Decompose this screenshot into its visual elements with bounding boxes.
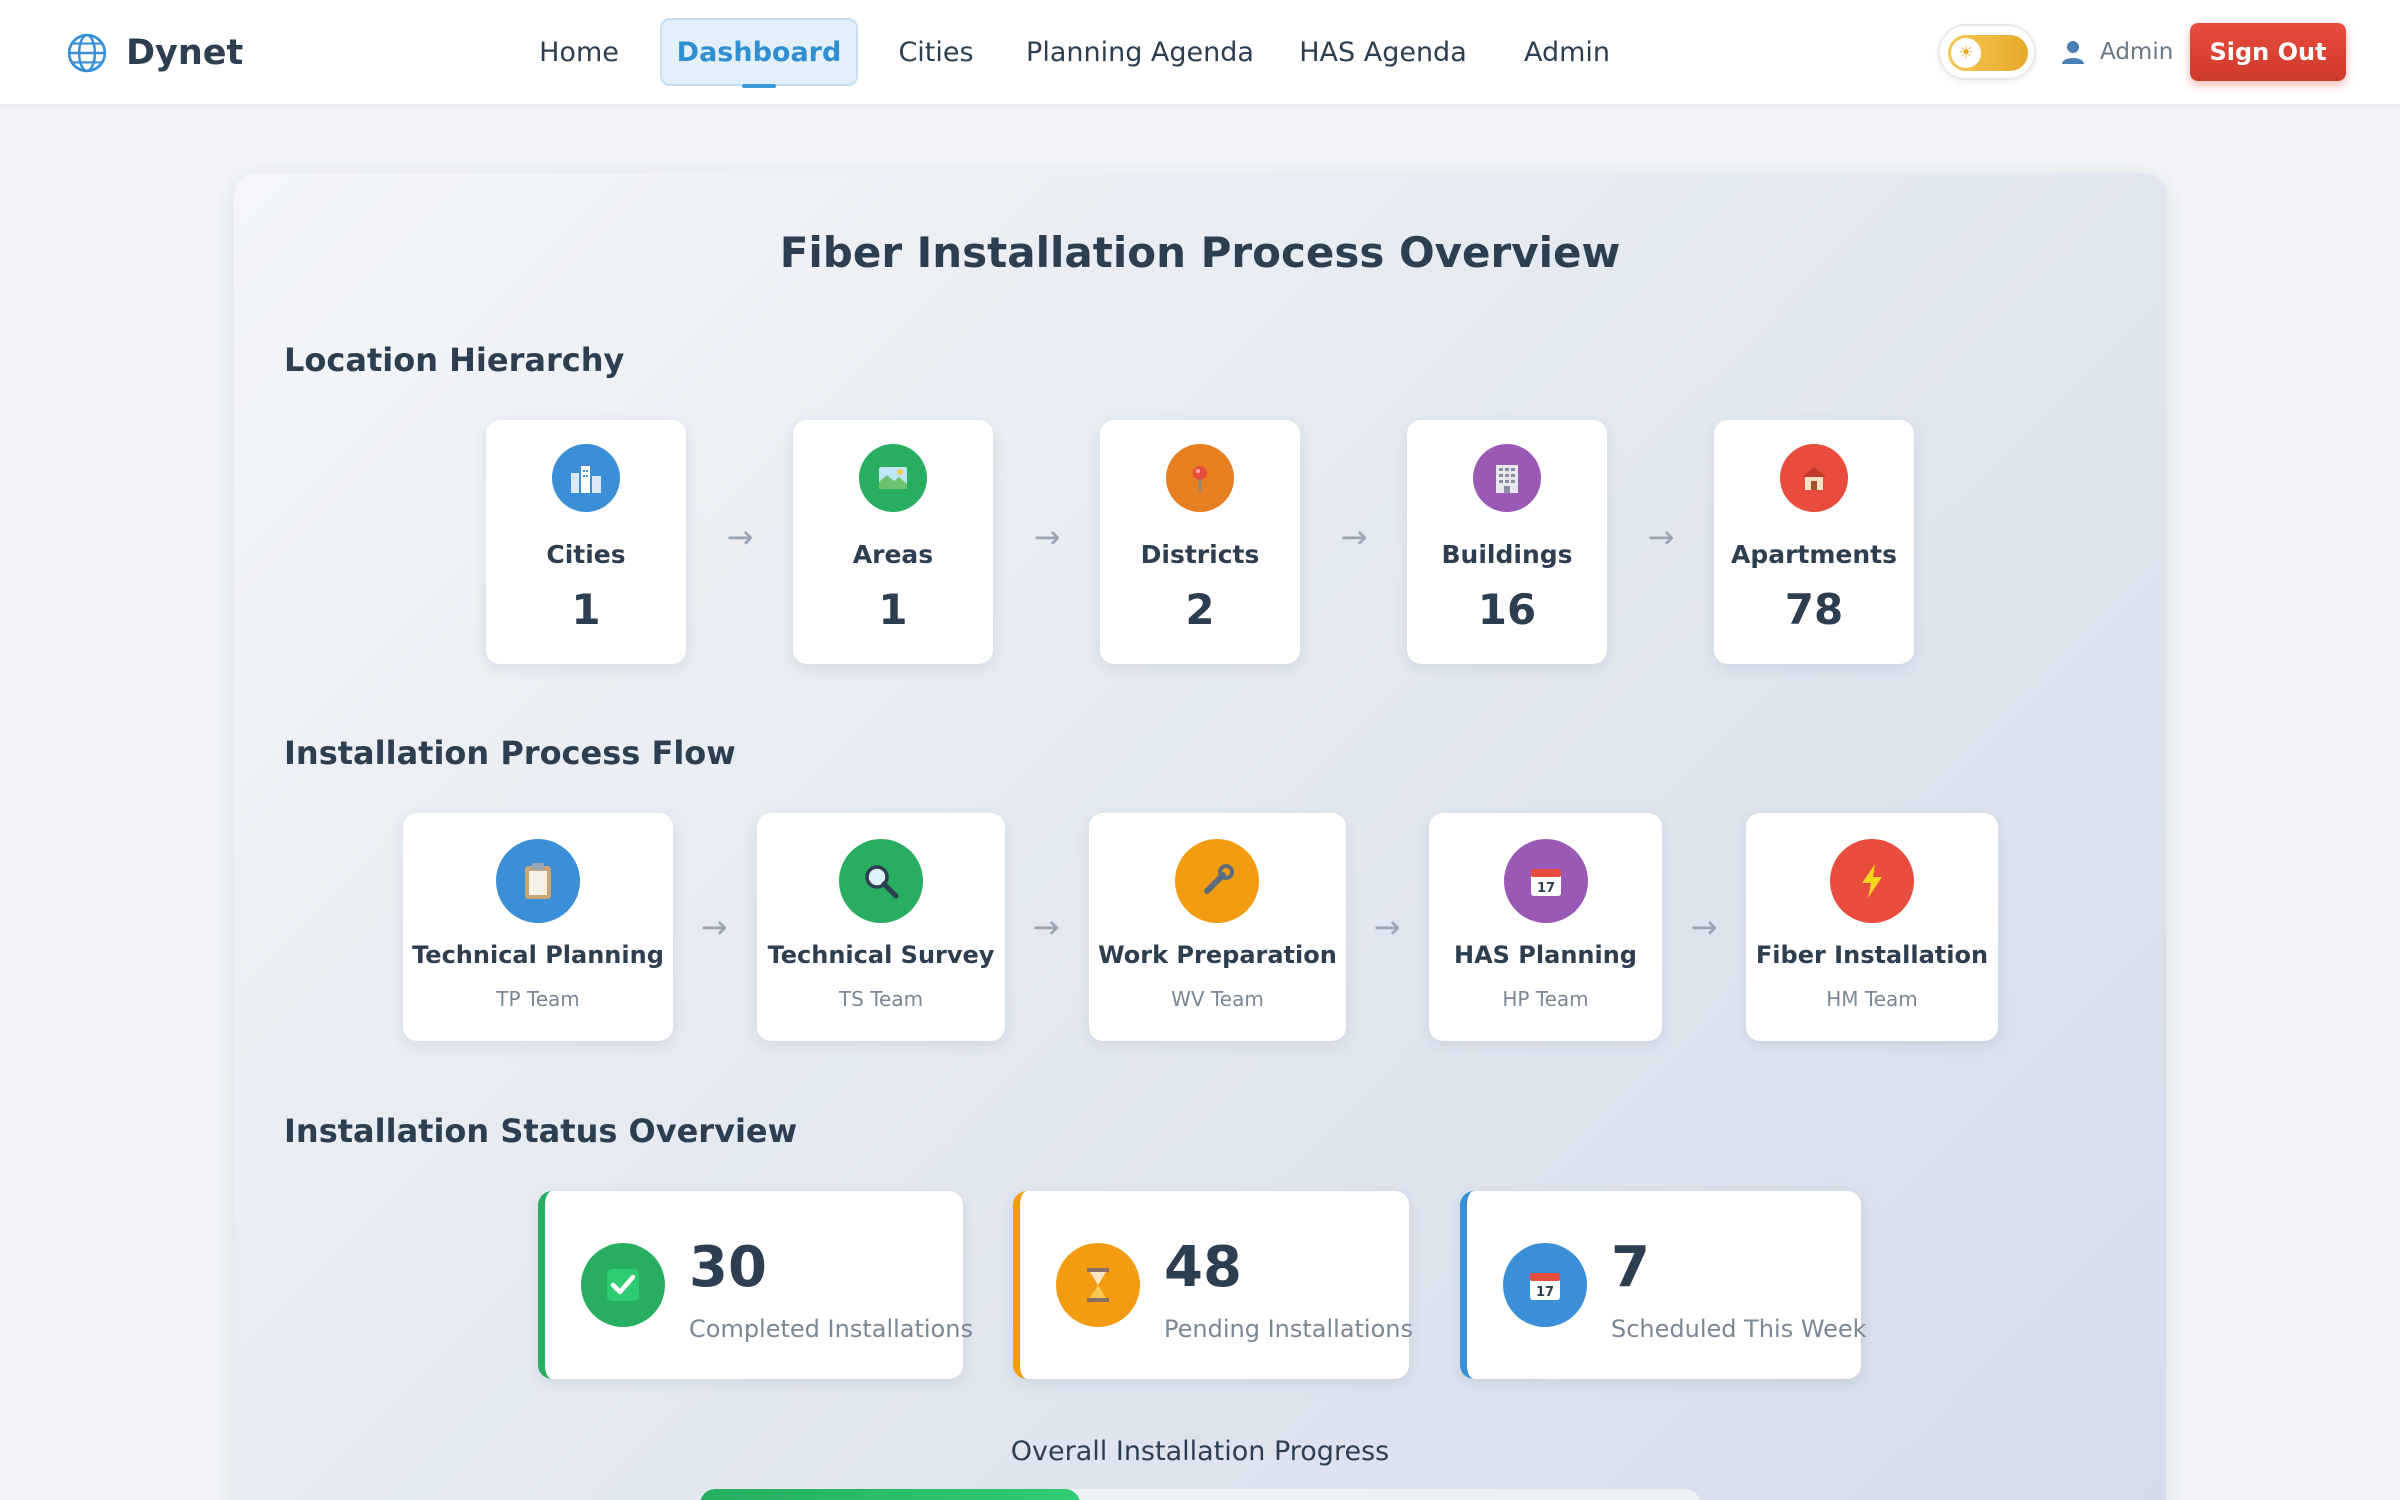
process-step-technical-planning[interactable]: Technical Planning TP Team bbox=[403, 813, 673, 1041]
stat-card-scheduled[interactable]: 17 7 Scheduled This Week bbox=[1460, 1191, 1867, 1379]
sign-out-button[interactable]: Sign Out bbox=[2190, 23, 2346, 81]
page-title: Fiber Installation Process Overview bbox=[779, 228, 1621, 277]
process-step-label: Technical Planning bbox=[412, 941, 664, 969]
process-step-technical-survey[interactable]: Technical Survey TS Team bbox=[757, 813, 1005, 1041]
nav-dashboard[interactable]: Dashboard bbox=[660, 18, 858, 86]
house-icon bbox=[1780, 444, 1848, 512]
user-name: Admin bbox=[2100, 39, 2174, 65]
brand-name: Dynet bbox=[126, 33, 244, 73]
process-step-label: Work Preparation bbox=[1098, 941, 1337, 969]
location-count: 2 bbox=[1185, 585, 1215, 634]
stat-card-completed[interactable]: 30 Completed Installations bbox=[538, 1191, 973, 1379]
lightning-icon bbox=[1830, 839, 1914, 923]
check-icon bbox=[581, 1243, 665, 1327]
stat-value: 30 bbox=[689, 1235, 767, 1300]
globe-icon bbox=[67, 33, 107, 73]
process-flow-title: Installation Process Flow bbox=[284, 734, 736, 772]
process-step-label: Fiber Installation bbox=[1755, 941, 1989, 969]
location-count: 1 bbox=[878, 585, 908, 634]
clipboard-icon bbox=[496, 839, 580, 923]
nav-has-agenda[interactable]: HAS Agenda bbox=[1299, 36, 1467, 68]
stat-label: Completed Installations bbox=[689, 1315, 973, 1343]
process-step-has-planning[interactable]: 17 HAS Planning HP Team bbox=[1429, 813, 1662, 1041]
location-count: 16 bbox=[1477, 585, 1537, 634]
arrow-right-icon: → bbox=[700, 908, 728, 946]
location-label: Apartments bbox=[1730, 540, 1898, 569]
location-card-areas[interactable]: Areas 1 bbox=[793, 420, 993, 664]
pin-icon bbox=[1166, 444, 1234, 512]
stat-value: 48 bbox=[1164, 1235, 1242, 1300]
nav-planning-agenda[interactable]: Planning Agenda bbox=[1026, 36, 1254, 68]
svg-text:17: 17 bbox=[1537, 881, 1555, 896]
progress-bar bbox=[700, 1489, 1700, 1500]
arrow-right-icon: → bbox=[1690, 908, 1718, 946]
arrow-right-icon: → bbox=[1340, 518, 1368, 556]
building-icon bbox=[1473, 444, 1541, 512]
process-step-team: HM Team bbox=[1826, 987, 1918, 1011]
process-step-label: Technical Survey bbox=[767, 941, 995, 969]
arrow-right-icon: → bbox=[1373, 908, 1401, 946]
process-step-team: TS Team bbox=[838, 987, 924, 1011]
progress-label: Overall Installation Progress bbox=[1010, 1436, 1390, 1467]
location-label: Districts bbox=[1140, 540, 1260, 569]
nav-home[interactable]: Home bbox=[539, 36, 619, 68]
process-step-team: WV Team bbox=[1171, 987, 1264, 1011]
map-icon bbox=[859, 444, 927, 512]
svg-text:17: 17 bbox=[1536, 1285, 1554, 1300]
location-label: Cities bbox=[546, 540, 626, 569]
location-card-apartments[interactable]: Apartments 78 bbox=[1714, 420, 1914, 664]
wrench-icon bbox=[1175, 839, 1259, 923]
process-step-team: TP Team bbox=[496, 987, 580, 1011]
location-label: Areas bbox=[852, 540, 934, 569]
brand[interactable]: Dynet bbox=[66, 28, 243, 78]
location-card-buildings[interactable]: Buildings 16 bbox=[1407, 420, 1607, 664]
location-label: Buildings bbox=[1441, 540, 1573, 569]
user-info[interactable]: Admin bbox=[2060, 34, 2173, 70]
status-overview-title: Installation Status Overview bbox=[284, 1112, 798, 1150]
stat-label: Scheduled This Week bbox=[1611, 1315, 1867, 1343]
location-count: 1 bbox=[571, 585, 601, 634]
arrow-right-icon: → bbox=[1032, 908, 1060, 946]
city-icon bbox=[552, 444, 620, 512]
nav-admin[interactable]: Admin bbox=[1523, 36, 1611, 68]
location-card-cities[interactable]: Cities 1 bbox=[486, 420, 686, 664]
overview-panel: Fiber Installation Process Overview Loca… bbox=[234, 173, 2166, 1500]
top-navbar: Dynet Home Dashboard Cities Planning Age… bbox=[0, 0, 2400, 105]
location-card-districts[interactable]: Districts 2 bbox=[1100, 420, 1300, 664]
process-step-team: HP Team bbox=[1502, 987, 1589, 1011]
user-icon bbox=[2062, 41, 2084, 64]
process-step-label: HAS Planning bbox=[1454, 941, 1637, 969]
process-step-work-preparation[interactable]: Work Preparation WV Team bbox=[1089, 813, 1346, 1041]
hourglass-icon bbox=[1056, 1243, 1140, 1327]
process-step-fiber-installation[interactable]: Fiber Installation HM Team bbox=[1746, 813, 1998, 1041]
sun-icon: ☀ bbox=[1951, 38, 1981, 68]
arrow-right-icon: → bbox=[1033, 518, 1061, 556]
stat-card-pending[interactable]: 48 Pending Installations bbox=[1013, 1191, 1413, 1379]
stat-label: Pending Installations bbox=[1164, 1315, 1413, 1343]
location-hierarchy-title: Location Hierarchy bbox=[284, 341, 625, 379]
nav-cities[interactable]: Cities bbox=[898, 36, 974, 68]
location-count: 78 bbox=[1784, 585, 1844, 634]
theme-toggle[interactable]: ☀ bbox=[1938, 24, 2036, 80]
calendar-icon: 17 bbox=[1504, 839, 1588, 923]
magnifier-icon bbox=[839, 839, 923, 923]
arrow-right-icon: → bbox=[1647, 518, 1675, 556]
progress-bar-fill bbox=[700, 1489, 1080, 1500]
arrow-right-icon: → bbox=[726, 518, 754, 556]
calendar-icon: 17 bbox=[1503, 1243, 1587, 1327]
stat-value: 7 bbox=[1611, 1235, 1650, 1300]
